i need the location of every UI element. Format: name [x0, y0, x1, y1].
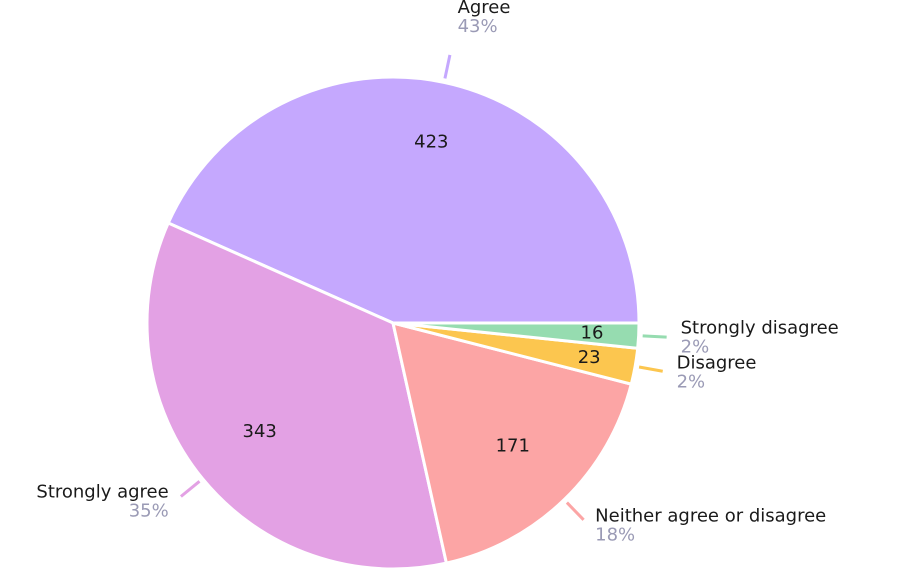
pie-slice [392, 321, 641, 350]
slice-value: 171 [496, 436, 530, 457]
leader-line [642, 334, 667, 339]
slice-name: Disagree [677, 353, 757, 374]
slice-name: Strongly agree [36, 482, 168, 503]
slice-percent: 35% [129, 501, 169, 522]
leader-line [443, 54, 452, 79]
pie-slice [166, 75, 641, 325]
slice-percent: 2% [681, 337, 710, 358]
slice-value: 343 [243, 421, 277, 442]
leader-line [638, 365, 663, 373]
slice-percent: 2% [677, 372, 706, 393]
slice-value: 423 [414, 132, 448, 153]
slice-percent: 18% [595, 525, 635, 546]
slice-value: 16 [581, 322, 604, 343]
slice-name: Neither agree or disagree [595, 506, 826, 527]
leader-line [565, 501, 585, 521]
leader-line [179, 480, 201, 498]
slice-name: Agree [458, 0, 511, 18]
slice-value: 23 [578, 347, 601, 368]
pie-slice [145, 221, 449, 569]
slice-name: Strongly disagree [681, 318, 839, 339]
pie-slice [391, 320, 634, 565]
slice-percent: 43% [458, 16, 498, 37]
